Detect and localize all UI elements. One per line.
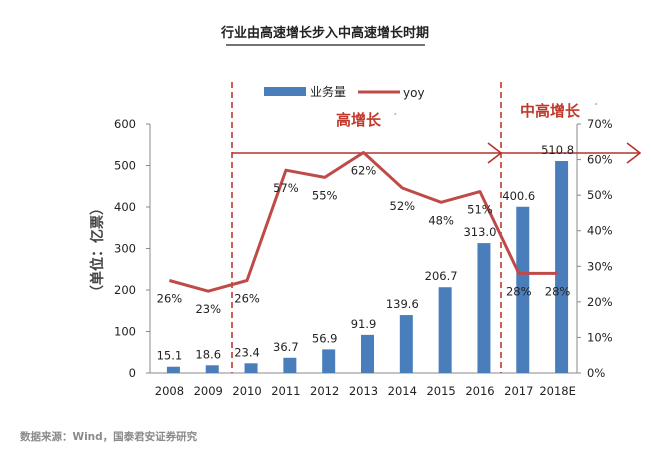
line-label-2013: 62% — [351, 163, 377, 177]
line-label-2017: 28% — [506, 284, 532, 298]
bar-label-2011: 36.7 — [273, 340, 299, 354]
annotation-mid-high-growth-mark: ﾞ — [595, 103, 600, 114]
bar-2013 — [361, 334, 374, 373]
left-tick-label: 200 — [114, 283, 136, 297]
bar-label-2017: 400.6 — [502, 189, 535, 203]
bar-2009 — [205, 365, 219, 373]
bar-2011 — [283, 357, 297, 373]
line-label-2016: 51% — [467, 203, 493, 217]
right-tick-label: 50% — [587, 188, 613, 202]
x-tick-label-2017: 2017 — [504, 384, 533, 398]
bar-label-2012: 56.9 — [312, 331, 338, 345]
bar-label-2009: 18.6 — [195, 347, 221, 361]
legend-bar-label: 业务量 — [310, 84, 346, 99]
x-tick-label-2010: 2010 — [232, 384, 261, 398]
left-tick-label: 0 — [129, 366, 136, 380]
right-tick-label: 40% — [587, 224, 613, 238]
bar-2017 — [516, 206, 530, 373]
right-tick-label: 70% — [587, 117, 613, 131]
bar-2014 — [399, 315, 413, 373]
bar-2018E — [555, 161, 569, 373]
line-label-2014: 52% — [390, 199, 416, 213]
line-label-2010: 26% — [234, 292, 260, 306]
bar-label-2018E: 510.8 — [541, 143, 574, 157]
bar-label-2010: 23.4 — [234, 345, 260, 359]
annotation-mid-high-growth: 中高增长 — [520, 102, 581, 120]
x-tick-label-2016: 2016 — [465, 384, 494, 398]
right-tick-label: 30% — [587, 259, 613, 273]
line-label-2012: 55% — [312, 188, 338, 202]
left-tick-label: 600 — [114, 117, 136, 131]
left-tick-label: 100 — [114, 325, 136, 339]
legend-line-label: yoy — [403, 86, 425, 100]
bar-label-2016: 313.0 — [463, 225, 496, 239]
source-note: 数据来源：Wind，国泰君安证券研究 — [19, 430, 198, 443]
bar-label-2013: 91.9 — [351, 317, 377, 331]
bar-label-2014: 139.6 — [386, 297, 419, 311]
y-axis-label: （单位：亿票） — [89, 201, 106, 299]
right-tick-label: 60% — [587, 153, 613, 167]
arrow-mid-growth-head — [626, 142, 642, 164]
x-tick-label-2009: 2009 — [194, 384, 223, 398]
bar-label-2008: 15.1 — [157, 349, 183, 363]
x-tick-label-2013: 2013 — [349, 384, 378, 398]
x-tick-label-2018E: 2018E — [539, 384, 576, 398]
right-tick-label: 20% — [587, 295, 613, 309]
chart-title: 行业由高速增长步入中高速增长时期 — [220, 25, 429, 41]
line-label-2009: 23% — [195, 302, 221, 316]
x-tick-label-2008: 2008 — [155, 384, 184, 398]
left-tick-label: 500 — [114, 159, 136, 173]
x-tick-label-2012: 2012 — [310, 384, 339, 398]
bar-2016 — [477, 243, 491, 373]
series-yoy-line — [169, 151, 558, 293]
bar-2015 — [438, 287, 452, 373]
line-label-2008: 26% — [157, 292, 183, 306]
left-tick-label: 300 — [114, 242, 136, 256]
legend-bar-swatch — [264, 87, 306, 96]
right-tick-label: 10% — [587, 330, 613, 344]
bar-2008 — [166, 366, 180, 373]
line-label-2011: 57% — [273, 181, 299, 195]
line-label-2015: 48% — [428, 213, 454, 227]
annotation-high-growth-mark: ﾞ — [394, 113, 399, 124]
bar-2012 — [322, 349, 336, 373]
left-tick-label: 400 — [114, 200, 136, 214]
x-tick-label-2011: 2011 — [271, 384, 300, 398]
x-tick-label-2014: 2014 — [388, 384, 417, 398]
bar-2010 — [244, 363, 258, 373]
x-tick-label-2015: 2015 — [426, 384, 455, 398]
bar-label-2015: 206.7 — [425, 269, 458, 283]
annotation-high-growth: 高增长 — [336, 111, 382, 129]
right-tick-label: 0% — [587, 366, 605, 380]
line-label-2018E: 28% — [545, 284, 571, 298]
